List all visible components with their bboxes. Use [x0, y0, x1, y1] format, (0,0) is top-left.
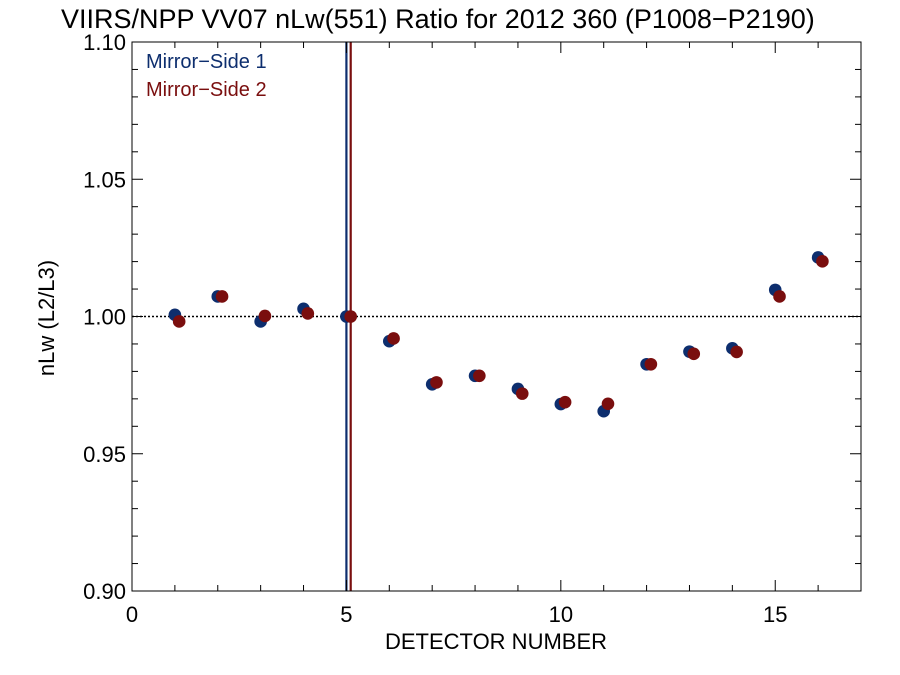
x-tick-label: 15	[763, 602, 787, 627]
series-2-point	[730, 345, 743, 359]
series-2-point	[301, 307, 315, 320]
series-2-point	[816, 255, 829, 268]
series-2-point	[172, 315, 186, 328]
series-2-point	[344, 310, 358, 323]
series-2-point	[430, 376, 443, 389]
x-tick-label: 10	[549, 602, 573, 627]
series-2-point	[773, 290, 786, 303]
y-tick-label: 0.90	[83, 579, 126, 604]
x-tick-label: 0	[126, 602, 138, 627]
chart-title: VIIRS/NPP VV07 nLw(551) Ratio for 2012 3…	[61, 4, 815, 34]
legend-entry-mirror-side-2: Mirror−Side 2	[146, 79, 267, 101]
series-2-point	[215, 290, 229, 303]
series-2-point	[644, 357, 658, 371]
x-axis-label: DETECTOR NUMBER	[385, 629, 607, 654]
series-2-point	[473, 369, 486, 383]
y-tick-label: 1.10	[83, 30, 126, 55]
y-tick-label: 1.05	[83, 167, 126, 192]
legend-entry-mirror-side-1: Mirror−Side 1	[146, 51, 267, 73]
series-2-point	[558, 395, 572, 409]
y-axis-label: nLw (L2/L3)	[34, 260, 59, 376]
series-2-point	[515, 387, 529, 400]
series-2-point	[258, 309, 272, 323]
series-2-point	[387, 332, 400, 345]
x-tick-label: 5	[340, 602, 352, 627]
y-tick-label: 0.95	[83, 442, 126, 467]
plot-area: 0 5 10 15 0.90 0.95 1.00 1.05 1.10	[83, 30, 862, 627]
series-2-point	[601, 397, 615, 411]
series-2-point	[687, 347, 701, 361]
y-tick-label: 1.00	[83, 305, 126, 330]
